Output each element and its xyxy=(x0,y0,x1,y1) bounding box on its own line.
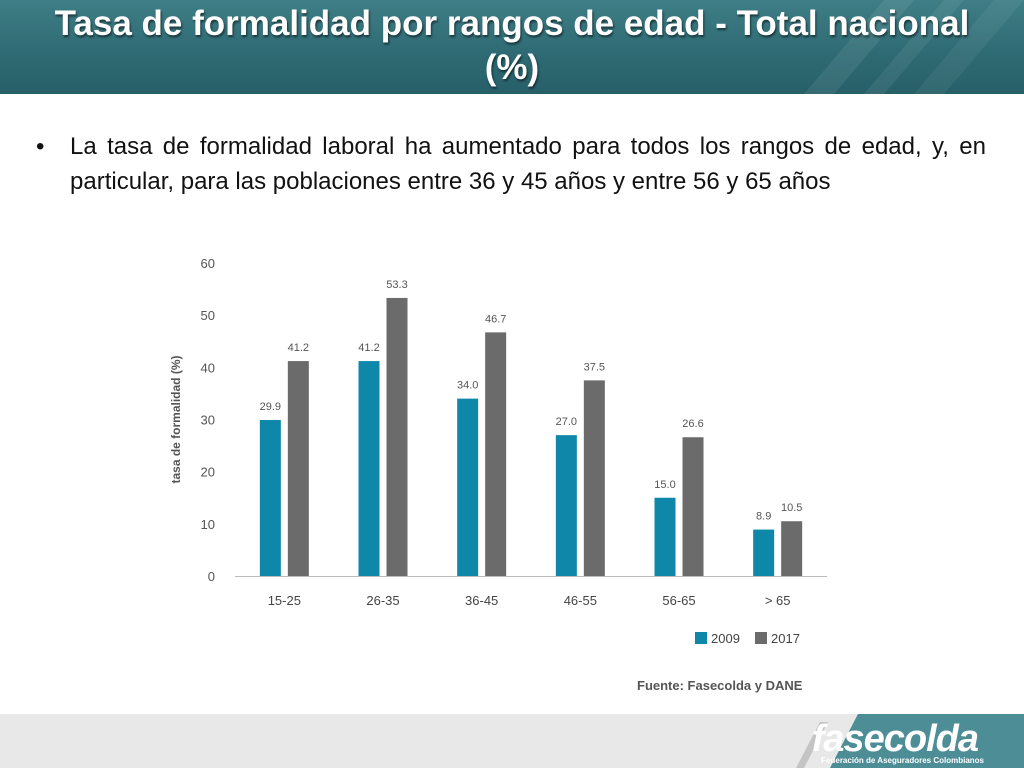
y-tick-label: 30 xyxy=(201,413,215,428)
y-axis-label: tasa de formalidad (%) xyxy=(169,355,183,483)
data-label: 27.0 xyxy=(556,416,577,428)
data-label: 15.0 xyxy=(654,479,675,491)
footer-bar: fasecolda Federación de Aseguradores Col… xyxy=(0,714,1024,768)
data-label: 26.6 xyxy=(682,418,703,430)
data-label: 34.0 xyxy=(457,380,478,392)
legend-swatch-2009 xyxy=(695,632,707,644)
x-tick-label: 56-65 xyxy=(662,593,695,608)
x-tick-label: 26-35 xyxy=(366,593,399,608)
data-label: 46.7 xyxy=(485,313,506,325)
bar-2009-15-25 xyxy=(259,420,281,576)
legend-label: 2009 xyxy=(711,631,740,646)
bar-2017-26-35 xyxy=(386,297,408,576)
bar-2009-56-65 xyxy=(654,497,676,576)
y-tick-label: 10 xyxy=(201,517,215,532)
data-label: 8.9 xyxy=(756,511,771,523)
bar-2009-26-35 xyxy=(358,361,380,576)
data-label: 29.9 xyxy=(260,401,281,413)
bar-2017-36-45 xyxy=(485,332,507,576)
bullet-mark: • xyxy=(36,133,45,160)
data-label: 37.5 xyxy=(584,361,605,373)
bullet-item: • La tasa de formalidad laboral ha aumen… xyxy=(36,129,986,199)
data-label: 41.2 xyxy=(358,342,379,354)
y-tick-label: 0 xyxy=(208,569,215,584)
bar-2017-> 65 xyxy=(781,521,803,576)
bar-2017-46-55 xyxy=(583,380,605,576)
footer-logo-background xyxy=(796,714,1024,768)
legend-swatch-2017 xyxy=(755,632,767,644)
slide-header: Tasa de formalidad por rangos de edad - … xyxy=(0,0,1024,94)
y-tick-label: 50 xyxy=(201,308,215,323)
slide-title: Tasa de formalidad por rangos de edad - … xyxy=(54,4,970,87)
bullet-text: La tasa de formalidad laboral ha aumenta… xyxy=(70,133,986,195)
bar-2009-46-55 xyxy=(555,435,577,576)
x-tick-label: 36-45 xyxy=(465,593,498,608)
bar-2009-36-45 xyxy=(457,398,479,576)
bar-chart: 0 10 20 30 40 50 60 tasa de formalidad (%) 29.9 4… xyxy=(169,256,827,646)
fasecolda-logo: fasecolda xyxy=(811,718,979,760)
x-tick-label: > 65 xyxy=(765,593,791,608)
source-note: Fuente: Fasecolda y DANE xyxy=(637,678,803,693)
logo-subtitle: Federación de Aseguradores Colombianos xyxy=(821,756,984,765)
bar-2017-56-65 xyxy=(682,437,704,576)
data-label: 10.5 xyxy=(781,502,802,514)
y-tick-label: 60 xyxy=(201,256,215,271)
y-tick-label: 40 xyxy=(201,360,215,375)
legend-label: 2017 xyxy=(771,631,800,646)
y-tick-label: 20 xyxy=(201,465,215,480)
x-tick-label: 15-25 xyxy=(268,593,301,608)
x-tick-label: 46-55 xyxy=(564,593,597,608)
bar-2017-15-25 xyxy=(287,361,309,576)
header-decoration xyxy=(804,0,1024,94)
data-label: 41.2 xyxy=(288,342,309,354)
bar-2009-> 65 xyxy=(753,529,775,576)
data-label: 53.3 xyxy=(386,279,407,291)
